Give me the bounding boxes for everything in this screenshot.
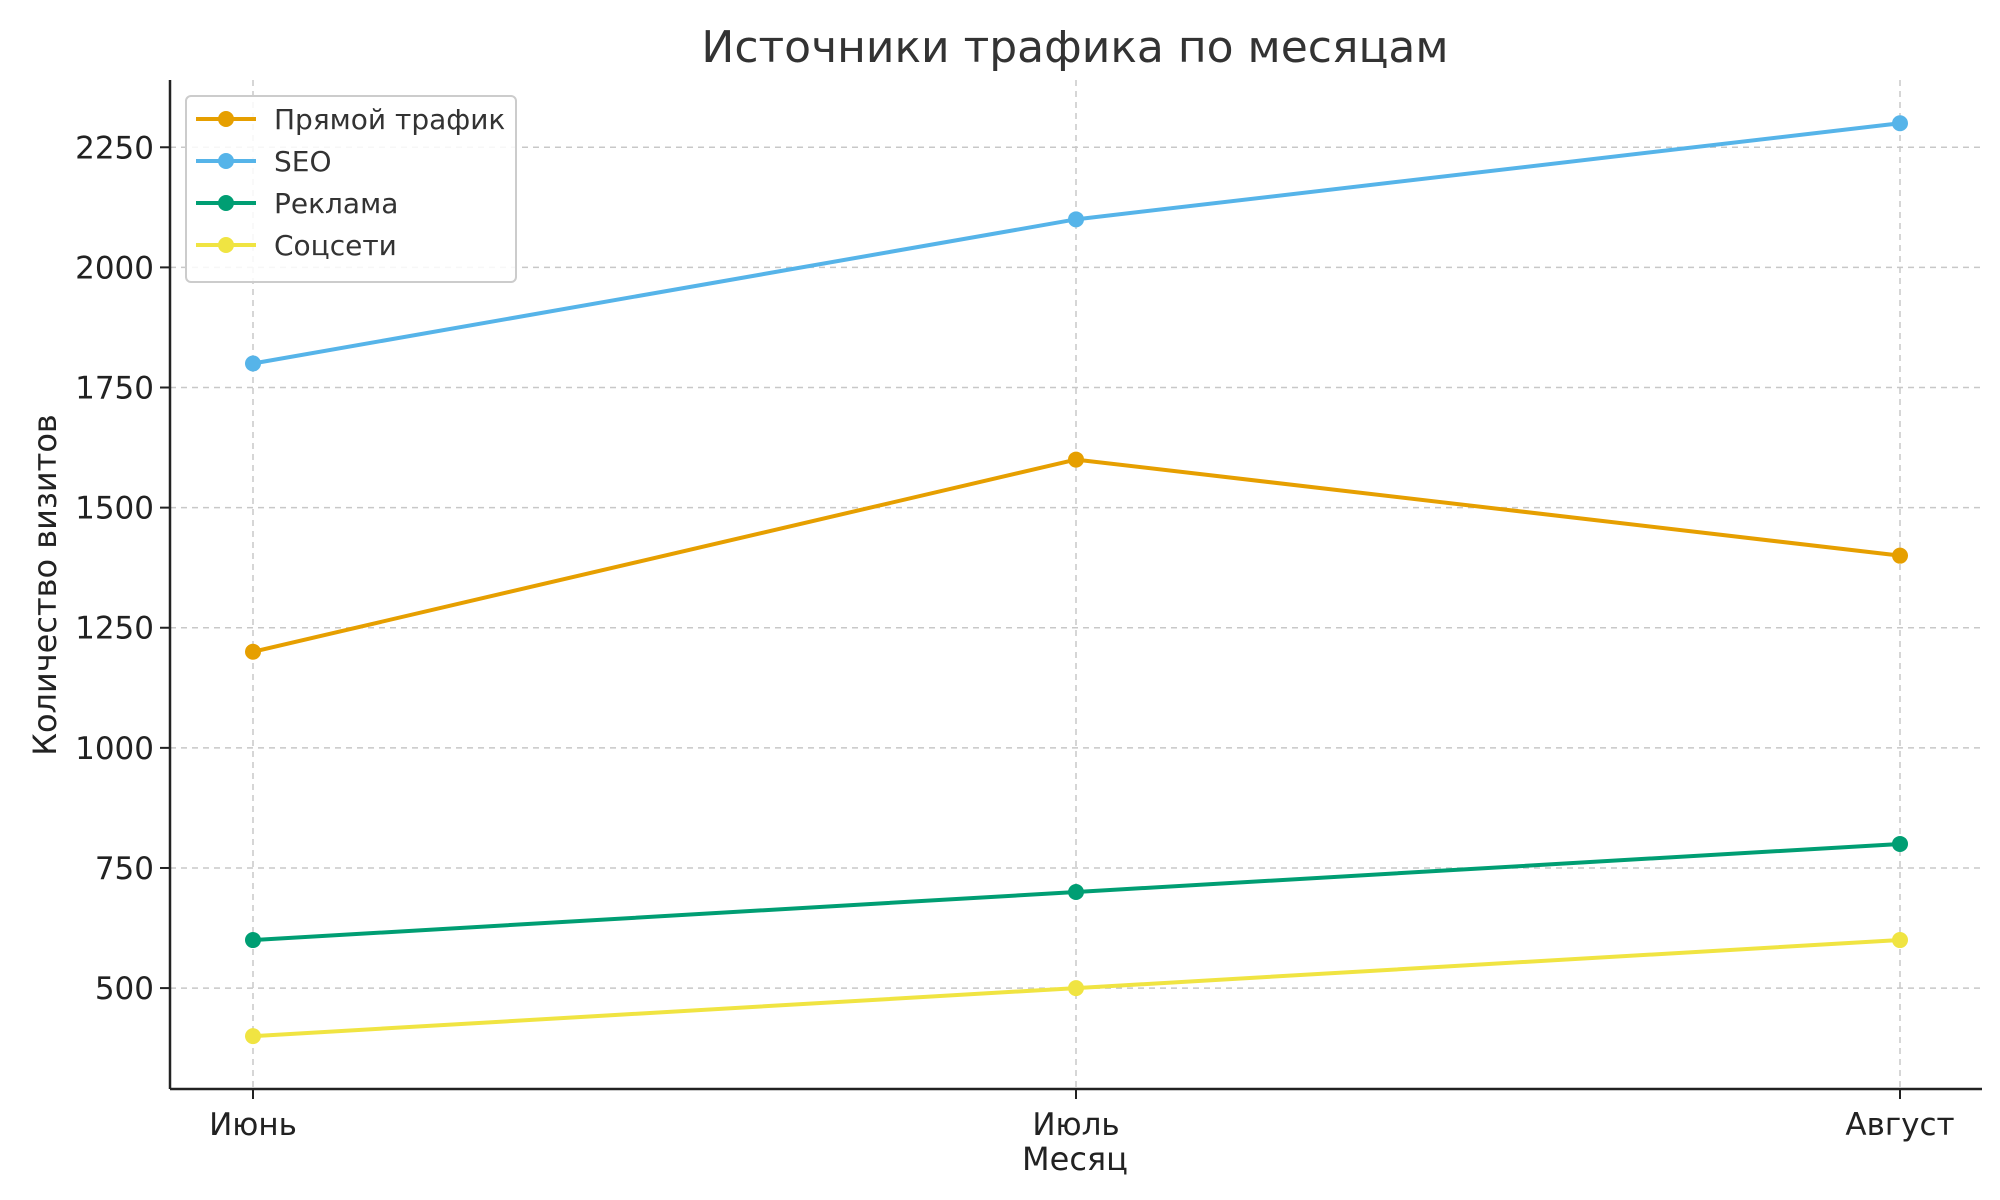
- data-point: [245, 355, 261, 372]
- data-point: [245, 643, 261, 660]
- series-layer: [245, 115, 1908, 1045]
- y-tick-label: 2000: [75, 250, 154, 286]
- x-tick-label: Июнь: [209, 1107, 297, 1143]
- legend-swatch-marker: [218, 237, 234, 253]
- y-tick-label: 750: [95, 851, 154, 887]
- legend-entry: Реклама: [196, 187, 398, 220]
- legend-entry: Прямой трафик: [196, 103, 505, 136]
- series-1: [245, 451, 1908, 660]
- legend-label: Соцсети: [274, 229, 397, 262]
- data-point: [245, 932, 261, 949]
- y-tick-label: 1250: [75, 611, 154, 647]
- legend-label: SEO: [274, 145, 332, 178]
- data-point: [1892, 835, 1908, 852]
- legend-box: [185, 95, 517, 283]
- chart-title: Источники трафика по месяцам: [701, 22, 1448, 73]
- data-point: [245, 1028, 261, 1045]
- data-point: [1068, 980, 1084, 997]
- series-2: [245, 115, 1908, 372]
- legend-label: Реклама: [274, 187, 398, 220]
- y-tick-label: 2250: [75, 130, 154, 166]
- legend-swatch-marker: [218, 195, 234, 211]
- legend-entry: Соцсети: [196, 229, 397, 262]
- y-tick-label: 1750: [75, 371, 154, 407]
- legend-swatch-marker: [218, 153, 234, 169]
- series-4: [245, 932, 1908, 1045]
- legend: Прямой трафик SEO Реклама Соцсети: [185, 95, 517, 283]
- x-tick-label: Июль: [1032, 1107, 1119, 1143]
- y-axis-label: Количество визитов: [26, 414, 64, 756]
- x-tick-label: Август: [1845, 1107, 1954, 1143]
- data-point: [1892, 547, 1908, 564]
- data-point: [1892, 115, 1908, 132]
- tick-labels: 500 750 1000 1250 1500 1750 2000 2250 Июнь Июль Ав…: [75, 130, 1955, 1143]
- legend-entry: SEO: [196, 145, 332, 178]
- y-tick-label: 500: [95, 971, 154, 1007]
- series-3: [245, 835, 1908, 949]
- y-tick-label: 1000: [75, 731, 154, 767]
- legend-label: Прямой трафик: [274, 103, 505, 136]
- data-point: [1068, 451, 1084, 468]
- legend-swatch-marker: [218, 111, 234, 127]
- data-point: [1892, 932, 1908, 949]
- y-tick-label: 1500: [75, 491, 154, 527]
- data-point: [1068, 884, 1084, 901]
- data-point: [1068, 211, 1084, 228]
- x-axis-label: Месяц: [1022, 1140, 1128, 1178]
